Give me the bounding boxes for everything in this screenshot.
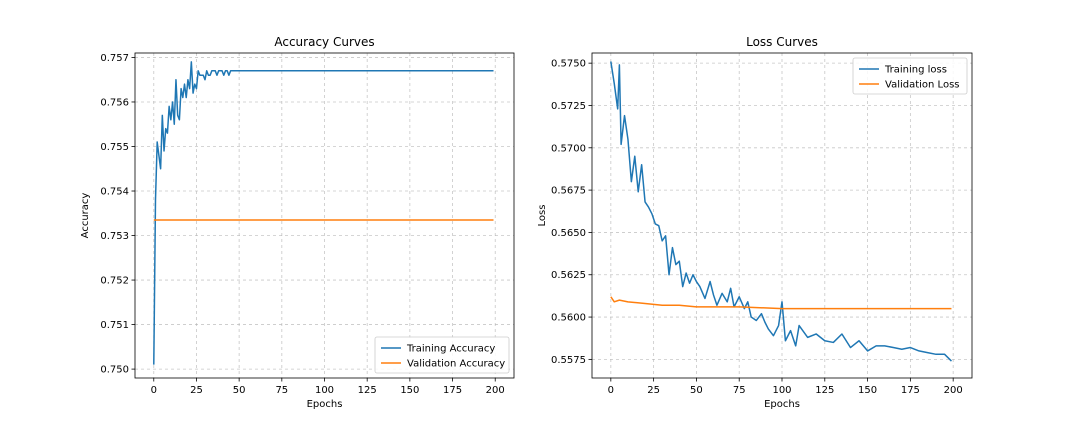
- x-tick-label: 25: [647, 385, 660, 396]
- chart-2: 0 25 50 75 100 125 150 175 200 0.5575 0.5600 0.5625…: [537, 35, 973, 410]
- legend-label-2: Validation Accuracy: [407, 359, 505, 370]
- y-tick-label: 0.752: [100, 276, 129, 287]
- y-tick-label: 0.5675: [551, 186, 586, 197]
- x-tick-label: 150: [400, 385, 419, 396]
- x-tick-label: 0: [608, 385, 614, 396]
- x-tick-label: 100: [772, 385, 791, 396]
- chart-title: Loss Curves: [746, 35, 818, 49]
- y-tick-label: 0.751: [100, 320, 129, 331]
- x-tick-label: 125: [815, 385, 834, 396]
- x-axis-label: Epochs: [764, 399, 800, 410]
- x-tick-label: 25: [190, 385, 203, 396]
- legend: Training Accuracy Validation Accuracy: [374, 336, 510, 374]
- y-tick-label: 0.756: [100, 97, 129, 108]
- y-tick-label: 0.5700: [551, 143, 586, 154]
- legend-box: [374, 336, 510, 374]
- y-tick-label: 0.5575: [551, 355, 586, 366]
- y-tick-label: 0.755: [100, 142, 129, 153]
- y-tick-label: 0.750: [100, 365, 129, 376]
- x-tick-label: 200: [944, 385, 963, 396]
- y-tick-label: 0.5650: [551, 228, 586, 239]
- x-tick-label: 0: [151, 385, 157, 396]
- y-tick-label: 0.753: [100, 231, 129, 242]
- x-tick-label: 75: [733, 385, 746, 396]
- series-line-1: [153, 61, 494, 365]
- x-tick-label: 100: [315, 385, 334, 396]
- chart-title: Accuracy Curves: [274, 35, 374, 49]
- y-tick-label: 0.5600: [551, 313, 586, 324]
- x-tick-label: 125: [358, 385, 377, 396]
- x-tick-label: 50: [233, 385, 246, 396]
- chart-1: 0 25 50 75 100 125 150 175 200 0.750 0.751 0.752 0.7…: [80, 35, 515, 410]
- y-tick-label: 0.757: [100, 53, 129, 64]
- y-axis-label: Accuracy: [80, 193, 91, 239]
- legend-label-1: Training loss: [884, 65, 947, 76]
- y-tick-label: 0.5625: [551, 270, 586, 281]
- x-tick-label: 175: [443, 385, 462, 396]
- legend-label-2: Validation Loss: [885, 80, 960, 91]
- legend-box: [852, 57, 968, 95]
- x-axis-label: Epochs: [307, 399, 343, 410]
- y-tick-label: 0.754: [100, 187, 129, 198]
- x-tick-label: 75: [275, 385, 288, 396]
- y-tick-label: 0.5750: [551, 59, 586, 70]
- y-tick-label: 0.5725: [551, 101, 586, 112]
- series-line-1: [610, 61, 952, 362]
- x-tick-label: 175: [901, 385, 920, 396]
- x-tick-label: 200: [486, 385, 505, 396]
- x-tick-label: 50: [690, 385, 703, 396]
- y-axis-label: Loss: [537, 205, 548, 227]
- x-tick-label: 150: [858, 385, 877, 396]
- legend: Training loss Validation Loss: [852, 57, 968, 95]
- legend-label-1: Training Accuracy: [406, 344, 495, 355]
- series-line-2: [610, 296, 952, 310]
